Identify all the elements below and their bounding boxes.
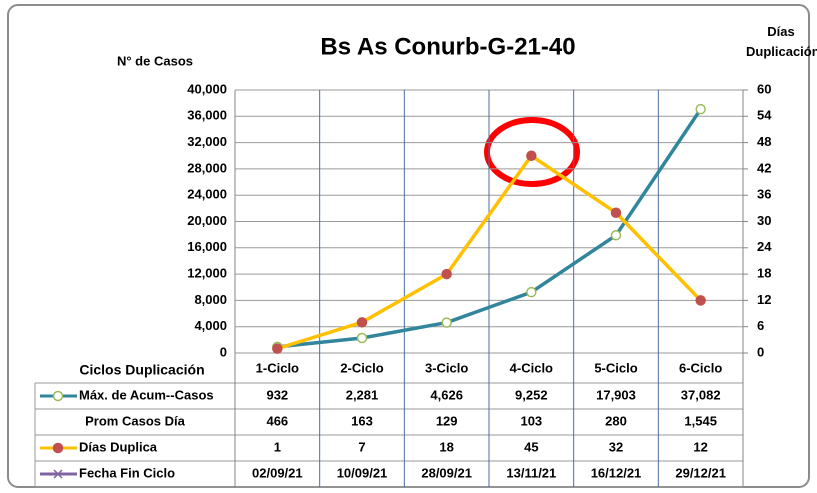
- table-cell: 28/09/21: [421, 465, 472, 480]
- y-tick-label: 24,000: [187, 187, 227, 202]
- point: [695, 103, 706, 115]
- legend-label: Fecha Fin Ciclo: [79, 465, 175, 480]
- y2-tick-label: 6: [757, 318, 764, 333]
- highlight-circle: [484, 117, 580, 187]
- table-cell: 16/12/21: [591, 465, 642, 480]
- legend-label: Prom Casos Día: [85, 413, 185, 428]
- y-tick-label: 12,000: [187, 266, 227, 281]
- point: [610, 230, 622, 241]
- table-cell: 2,281: [346, 387, 379, 402]
- table-cell: 17,903: [596, 387, 636, 402]
- table-cell: 4,626: [430, 387, 463, 402]
- point: [356, 332, 368, 344]
- legend-label: Máx. de Acum--Casos: [79, 387, 214, 402]
- point: [52, 390, 64, 402]
- y-tick-label: 36,000: [187, 108, 227, 123]
- y2-tick-label: 18: [757, 266, 771, 281]
- x-axis-title: Ciclos Duplicación: [79, 362, 204, 378]
- table-cell: 18: [439, 439, 453, 454]
- table-cell: 12: [693, 439, 707, 454]
- table-cell: 37,082: [681, 387, 721, 402]
- y-tick-label: 20,000: [187, 213, 227, 228]
- point: [695, 295, 706, 306]
- x-tick-label: 5-Ciclo: [594, 360, 637, 375]
- point: [441, 268, 452, 280]
- chart-title: Bs As Conurb-G-21-40: [320, 33, 575, 60]
- point: [356, 317, 368, 328]
- x-tick-label: 1-Ciclo: [256, 360, 299, 375]
- table-cell: 9,252: [515, 387, 548, 402]
- point: [52, 442, 64, 454]
- x-tick-label: 2-Ciclo: [340, 360, 383, 375]
- y-tick-label: 0: [220, 344, 227, 359]
- y-tick-label: 28,000: [187, 160, 227, 175]
- legend-marker: [53, 469, 63, 479]
- point: [441, 317, 452, 328]
- table-cell: 466: [266, 413, 288, 428]
- y2-axis-title: Días Duplicación: [746, 24, 817, 59]
- y-tick-label: 16,000: [187, 239, 227, 254]
- y-tick-label: 40,000: [187, 81, 227, 96]
- table-cell: 280: [605, 413, 627, 428]
- x-tick-label: 4-Ciclo: [510, 360, 553, 375]
- table-cell: 02/09/21: [252, 465, 303, 480]
- point: [526, 150, 537, 161]
- y2-tick-label: 60: [757, 81, 771, 96]
- y2-tick-label: 42: [757, 160, 771, 175]
- table-cell: 13/11/21: [506, 465, 556, 480]
- series-line: [276, 154, 702, 351]
- y2-tick-label: 48: [757, 134, 771, 149]
- table-cell: 32: [609, 439, 623, 454]
- y2-tick-label: 24: [757, 239, 772, 254]
- x-tick-label: 6-Ciclo: [679, 360, 722, 375]
- table-cell: 1: [274, 439, 281, 454]
- point: [610, 207, 622, 218]
- point: [272, 343, 283, 354]
- table-cell: 29/12/21: [675, 465, 726, 480]
- table-cell: 103: [520, 413, 542, 428]
- y2-tick-label: 30: [757, 213, 771, 228]
- table-cell: 163: [351, 413, 373, 428]
- legend-label: Días Duplica: [79, 439, 158, 454]
- x-tick-label: 3-Ciclo: [425, 360, 468, 375]
- y-tick-label: 8,000: [194, 292, 227, 307]
- table-cell: 45: [524, 439, 538, 454]
- table-cell: 10/09/21: [337, 465, 388, 480]
- table-cell: 129: [436, 413, 458, 428]
- y2-tick-label: 0: [757, 344, 764, 359]
- y2-tick-label: 12: [757, 292, 771, 307]
- series-line: [277, 108, 703, 349]
- y-tick-label: 32,000: [187, 134, 227, 149]
- table-cell: 932: [266, 387, 288, 402]
- y-tick-label: 4,000: [194, 318, 227, 333]
- table-cell: 7: [358, 439, 365, 454]
- y2-tick-label: 36: [757, 187, 771, 202]
- table-cell: 1,545: [684, 413, 717, 428]
- y-axis-title: N° de Casos: [117, 53, 193, 68]
- y2-tick-label: 54: [757, 108, 772, 123]
- point: [526, 286, 537, 298]
